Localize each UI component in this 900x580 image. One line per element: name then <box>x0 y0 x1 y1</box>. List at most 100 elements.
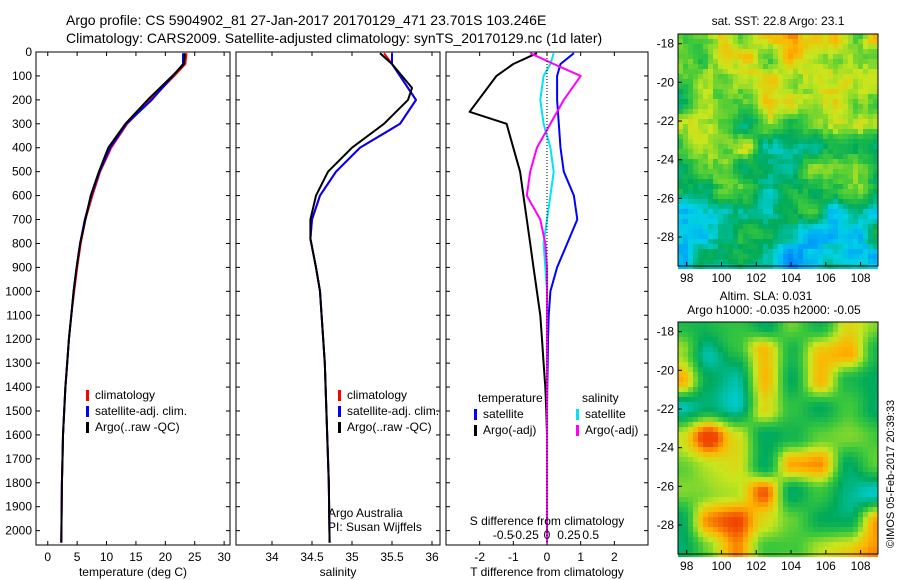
sst-cell <box>838 44 843 49</box>
sla-cell <box>838 512 843 517</box>
sst-cell <box>828 144 833 149</box>
sla-cell <box>853 322 858 327</box>
sst-cell <box>728 174 733 179</box>
sla-cell <box>843 527 848 532</box>
sst-cell <box>743 169 748 174</box>
sla-cell <box>863 507 868 512</box>
sst-cell <box>733 79 738 84</box>
sla-cell <box>718 397 723 402</box>
sst-cell <box>838 124 843 129</box>
sst-cell <box>823 169 828 174</box>
sst-cell <box>723 159 728 164</box>
sst-cell <box>713 249 718 254</box>
sla-cell <box>763 502 768 507</box>
sla-cell <box>733 367 738 372</box>
sst-cell <box>778 139 783 144</box>
sla-cell <box>768 397 773 402</box>
sst-cell <box>778 134 783 139</box>
sst-cell <box>828 69 833 74</box>
sst-cell <box>858 194 863 199</box>
sst-cell <box>858 74 863 79</box>
sla-cell <box>798 382 803 387</box>
sst-cell <box>773 124 778 129</box>
sst-cell <box>858 209 863 214</box>
sla-cell <box>858 472 863 477</box>
sst-cell <box>758 249 763 254</box>
sla-cell <box>718 532 723 537</box>
sla-cell <box>813 527 818 532</box>
sla-cell <box>773 512 778 517</box>
sst-cell <box>838 54 843 59</box>
sst-cell <box>758 94 763 99</box>
sst-cell <box>778 249 783 254</box>
sst-cell <box>778 189 783 194</box>
sla-cell <box>678 467 683 472</box>
sst-cell <box>848 239 853 244</box>
difference-legend-swatch <box>576 409 579 420</box>
sla-cell <box>863 477 868 482</box>
sst-cell <box>768 49 773 54</box>
sla-cell <box>803 427 808 432</box>
sst-cell <box>793 99 798 104</box>
sla-cell <box>738 532 743 537</box>
sst-cell <box>823 214 828 219</box>
sst-cell <box>753 199 758 204</box>
sla-cell <box>718 547 723 552</box>
sla-cell <box>773 462 778 467</box>
sla-cell <box>738 477 743 482</box>
sst-cell <box>698 94 703 99</box>
sst-cell <box>848 109 853 114</box>
sla-cell <box>858 322 863 327</box>
sst-cell <box>753 129 758 134</box>
sla-cell <box>688 337 693 342</box>
sst-cell <box>743 34 748 39</box>
sst-cell <box>873 254 878 259</box>
sla-cell <box>733 402 738 407</box>
sla-cell <box>698 422 703 427</box>
sst-cell <box>818 224 823 229</box>
sst-cell <box>708 44 713 49</box>
sla-cell <box>758 447 763 452</box>
sst-cell <box>798 229 803 234</box>
sla-cell <box>828 437 833 442</box>
sla-cell <box>808 412 813 417</box>
sla-cell <box>858 457 863 462</box>
sla-cell <box>718 482 723 487</box>
sst-cell <box>848 179 853 184</box>
sla-cell <box>813 427 818 432</box>
sla-cell <box>853 337 858 342</box>
sla-cell <box>823 352 828 357</box>
sla-cell <box>833 472 838 477</box>
sla-cell <box>688 502 693 507</box>
sla-cell <box>698 507 703 512</box>
sla-cell <box>723 447 728 452</box>
sst-cell <box>733 139 738 144</box>
sst-cell <box>713 49 718 54</box>
sst-cell <box>818 74 823 79</box>
sst-cell <box>743 214 748 219</box>
sst-cell <box>758 164 763 169</box>
sla-cell <box>723 492 728 497</box>
sst-cell <box>873 199 878 204</box>
sla-cell <box>843 392 848 397</box>
sla-cell <box>813 487 818 492</box>
sst-cell <box>813 129 818 134</box>
sst-cell <box>848 214 853 219</box>
sla-cell <box>838 467 843 472</box>
sst-cell <box>703 59 708 64</box>
sst-cell <box>763 129 768 134</box>
sla-cell <box>828 327 833 332</box>
sla-cell <box>813 407 818 412</box>
sst-cell <box>793 254 798 259</box>
sst-cell <box>818 89 823 94</box>
sst-cell <box>808 34 813 39</box>
sla-cell <box>688 542 693 547</box>
sst-cell <box>713 89 718 94</box>
sla-cell <box>743 497 748 502</box>
sst-cell <box>853 114 858 119</box>
sst-cell <box>703 249 708 254</box>
sla-cell <box>758 327 763 332</box>
sla-cell <box>733 462 738 467</box>
sst-cell <box>758 234 763 239</box>
sla-cell <box>768 547 773 552</box>
